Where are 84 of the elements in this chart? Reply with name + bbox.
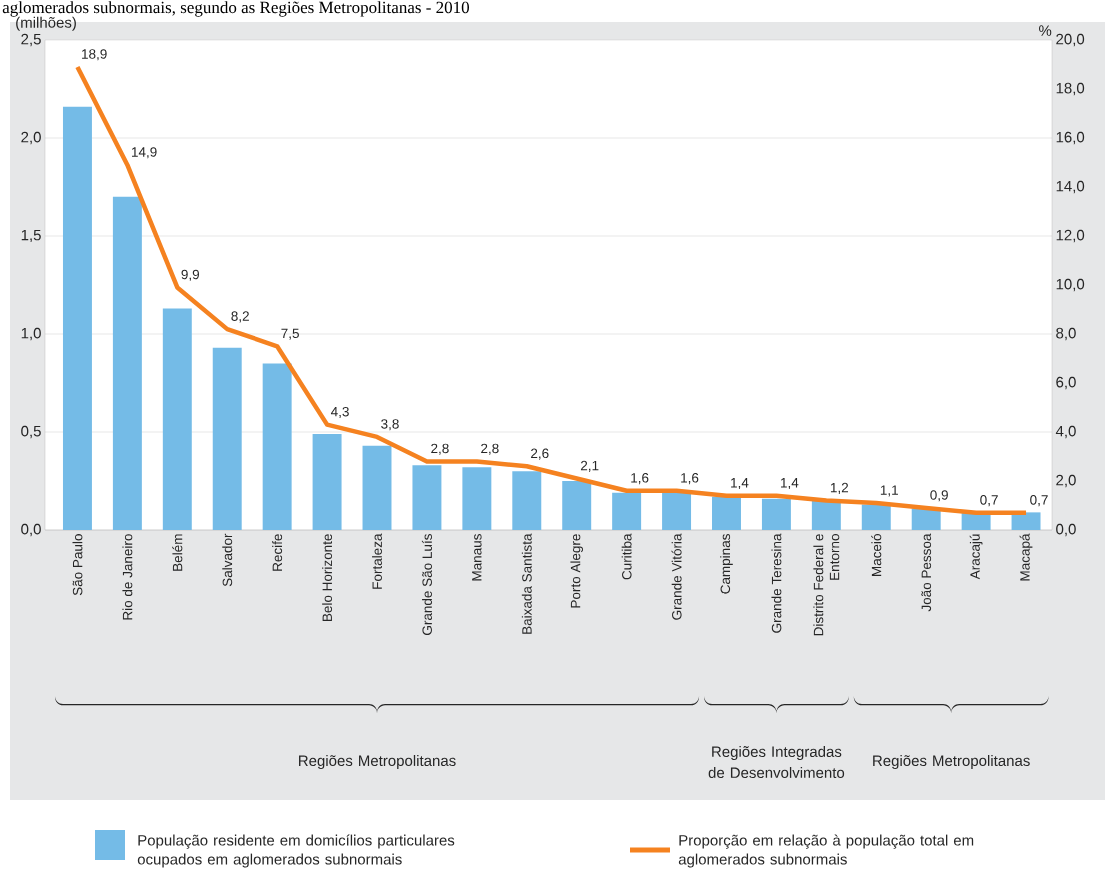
data-label: 1,6 bbox=[631, 473, 649, 485]
data-label: 7,5 bbox=[281, 328, 299, 340]
line-series bbox=[75, 64, 1029, 516]
y-tick-label: 2,0 bbox=[21, 131, 41, 145]
bar bbox=[612, 492, 642, 531]
y2-tick-label: 12,0 bbox=[1056, 229, 1085, 243]
y2-tick-label: 4,0 bbox=[1055, 425, 1076, 439]
y-tick-label: 0,5 bbox=[21, 425, 41, 439]
chart-title: aglomerados subnormais, segundo as Regiões Metropolitanas - 2010 bbox=[2, 1, 470, 17]
x-tick-label: Fortaleza bbox=[372, 533, 382, 589]
bar bbox=[162, 308, 192, 531]
data-label: 1,4 bbox=[781, 478, 799, 490]
y2-axis-title: % bbox=[1039, 25, 1052, 36]
text: Regiões Metropolitanas bbox=[299, 755, 456, 769]
bar bbox=[362, 445, 392, 531]
x-tick-label: Salvador bbox=[222, 533, 233, 587]
x-tick-label: Recife bbox=[272, 534, 283, 571]
data-label: 8,2 bbox=[231, 311, 249, 323]
data-label: 1,4 bbox=[731, 478, 749, 490]
bar bbox=[212, 347, 242, 531]
x-tick-label: João Pessoa bbox=[921, 533, 932, 612]
bar bbox=[512, 471, 542, 531]
y2-tick-label: 14,0 bbox=[1056, 180, 1085, 194]
x-tick-label: Manaus bbox=[472, 534, 482, 581]
bar bbox=[712, 496, 741, 531]
bar bbox=[811, 500, 841, 531]
x-tick-label: Aracajú bbox=[969, 534, 983, 580]
x-tick-label: Maceió bbox=[871, 534, 882, 576]
legend-label: Proporção em relação à população total em aglomerados subnormais bbox=[678, 834, 974, 868]
data-label: 0,7 bbox=[980, 495, 998, 507]
x-tick-label: Grande Teresina bbox=[771, 533, 782, 633]
x-tick-label: Grande Vitória bbox=[671, 533, 682, 620]
y2-tick-label: 0,0 bbox=[1056, 523, 1076, 537]
data-label: 1,2 bbox=[830, 482, 849, 495]
x-tick-label: Distrito Federal e Entorno bbox=[813, 534, 840, 636]
text: Regiões Integradas de Desenvolvimento bbox=[708, 746, 845, 779]
bar bbox=[312, 433, 342, 531]
y2-tick-label: 18,0 bbox=[1056, 82, 1085, 96]
x-tick-label: Rio de Janeiro bbox=[122, 534, 133, 620]
bar bbox=[112, 196, 142, 531]
data-label: 4,3 bbox=[330, 406, 349, 419]
x-tick-label: Belém bbox=[172, 534, 183, 571]
x-tick-label: Grande São Luís bbox=[421, 534, 432, 635]
y2-tick-label: 10,0 bbox=[1056, 278, 1085, 292]
data-label: 2,1 bbox=[580, 460, 599, 472]
data-label: 3,8 bbox=[381, 419, 399, 431]
data-label: 0,9 bbox=[930, 490, 948, 502]
y2-tick-label: 6,0 bbox=[1056, 376, 1076, 390]
data-label: 2,8 bbox=[481, 443, 499, 455]
text: Regiões Metropolitanas bbox=[873, 755, 1030, 769]
data-label: 1,1 bbox=[880, 485, 898, 497]
y2-tick-label: 2,0 bbox=[1056, 474, 1076, 488]
y-tick-label: 1,0 bbox=[21, 327, 41, 341]
x-tick-label: Baixada Santista bbox=[521, 533, 532, 634]
data-label: 2,6 bbox=[531, 448, 549, 460]
legend-label: População residente em domicílios particulares ocupados em aglomerados subnormais bbox=[137, 834, 455, 868]
y2-tick-label: 16,0 bbox=[1056, 131, 1085, 145]
bar bbox=[462, 467, 492, 531]
x-tick-label: Campinas bbox=[720, 534, 733, 594]
x-tick-label: São Paulo bbox=[72, 534, 83, 596]
y-tick-label: 1,5 bbox=[21, 229, 41, 243]
y2-tick-label: 8,0 bbox=[1056, 327, 1076, 341]
bar bbox=[262, 363, 292, 531]
y2-tick-label: 20,0 bbox=[1056, 33, 1085, 47]
bar bbox=[761, 498, 791, 531]
x-tick-label: Macapá bbox=[1019, 533, 1033, 581]
y-axis-title: (milhões) bbox=[16, 16, 76, 31]
bar bbox=[62, 106, 92, 531]
data-label: 9,9 bbox=[181, 269, 200, 281]
x-tick-label: Belo Horizonte bbox=[322, 534, 333, 621]
bar bbox=[861, 504, 891, 531]
x-tick-label: Porto Alegre bbox=[570, 534, 584, 608]
x-tick-label: Curitiba bbox=[621, 533, 632, 580]
data-label: 14,9 bbox=[132, 147, 157, 159]
data-label: 0,7 bbox=[1030, 495, 1048, 507]
y-tick-label: 2,5 bbox=[21, 33, 41, 47]
data-label: 18,9 bbox=[82, 49, 107, 61]
data-label: 2,8 bbox=[431, 443, 449, 455]
bar bbox=[562, 481, 592, 531]
data-label: 1,6 bbox=[681, 473, 699, 485]
bar bbox=[412, 465, 442, 531]
bar bbox=[1011, 512, 1041, 531]
bar bbox=[662, 492, 692, 531]
y-tick-label: 0,0 bbox=[21, 523, 41, 537]
